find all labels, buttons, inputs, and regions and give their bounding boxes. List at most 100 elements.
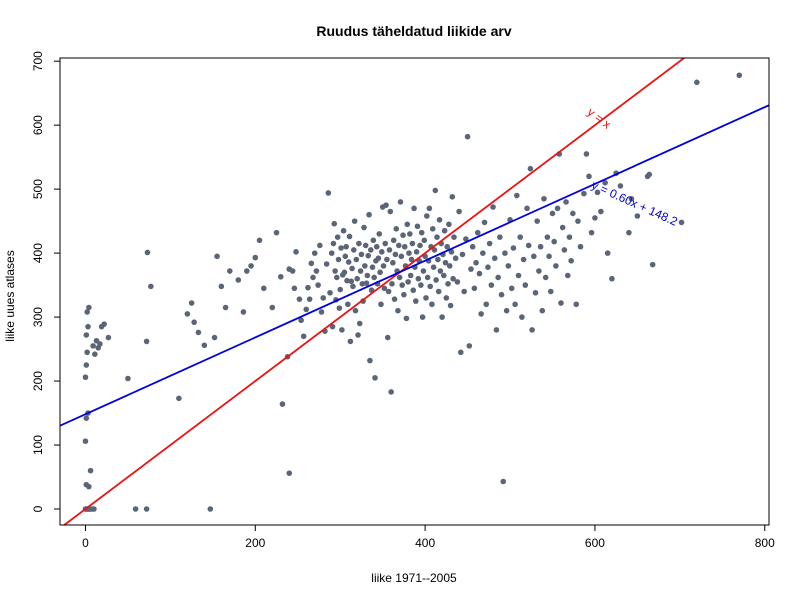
fit-lines-layer <box>60 58 769 525</box>
data-point-47 <box>227 268 233 274</box>
data-point-127 <box>366 211 372 218</box>
data-point-154 <box>389 281 395 287</box>
data-point-144 <box>380 263 387 269</box>
data-point-162 <box>395 242 402 249</box>
data-point-49 <box>240 309 247 315</box>
data-point-302 <box>583 151 590 157</box>
data-point-166 <box>399 282 405 288</box>
data-point-77 <box>318 309 325 315</box>
data-point-189 <box>418 229 425 236</box>
data-point-224 <box>448 249 455 255</box>
data-point-195 <box>424 213 430 219</box>
data-point-318 <box>649 261 656 268</box>
data-point-21 <box>86 304 92 311</box>
data-point-210 <box>436 217 443 223</box>
data-point-43 <box>211 334 218 341</box>
data-point-255 <box>498 291 505 298</box>
data-point-221 <box>446 221 452 228</box>
data-point-133 <box>371 274 377 281</box>
data-point-148 <box>384 256 390 263</box>
x-tick-label-0: 0 <box>82 536 89 550</box>
data-point-284 <box>547 288 554 295</box>
data-point-209 <box>435 288 442 295</box>
data-point-128 <box>367 357 373 364</box>
data-point-164 <box>397 199 404 205</box>
data-point-304 <box>588 229 595 236</box>
data-point-246 <box>483 301 490 308</box>
y-axis: 0 100 200 300 400 500 600 700 <box>31 51 60 512</box>
data-point-226 <box>450 275 456 282</box>
data-point-213 <box>439 314 445 320</box>
data-point-19 <box>85 323 91 330</box>
data-point-145 <box>381 285 388 292</box>
data-point-314 <box>628 195 635 202</box>
data-point-138 <box>375 255 382 262</box>
data-point-257 <box>502 250 508 256</box>
data-point-211 <box>437 268 444 274</box>
y-tick-label-4: 400 <box>31 243 45 263</box>
data-point-115 <box>356 240 362 247</box>
data-point-184 <box>414 223 421 230</box>
data-point-320 <box>694 79 700 86</box>
data-point-53 <box>256 237 263 244</box>
data-point-112 <box>353 256 360 263</box>
data-point-208 <box>435 256 441 263</box>
data-point-239 <box>471 285 478 292</box>
data-point-158 <box>392 251 399 258</box>
fit-line-1 <box>60 104 769 427</box>
data-point-218 <box>443 295 450 301</box>
data-point-267 <box>519 314 525 320</box>
data-point-202 <box>429 226 436 232</box>
data-point-256 <box>500 478 507 485</box>
data-point-229 <box>454 279 461 285</box>
data-point-231 <box>457 349 464 356</box>
data-point-300 <box>577 243 584 250</box>
fit-line-0 <box>62 58 686 525</box>
data-point-23 <box>92 351 98 357</box>
y-tick-label-0: 0 <box>31 505 45 512</box>
data-point-309 <box>604 250 611 256</box>
data-point-129 <box>367 247 374 253</box>
data-point-98 <box>341 269 348 276</box>
data-point-52 <box>252 254 259 261</box>
data-point-83 <box>328 250 335 256</box>
data-point-241 <box>474 229 481 236</box>
data-point-74 <box>313 268 320 274</box>
data-point-10 <box>86 483 92 490</box>
data-point-265 <box>515 272 522 279</box>
data-point-258 <box>503 307 510 314</box>
data-point-182 <box>412 298 419 304</box>
data-point-119 <box>359 281 366 287</box>
data-point-141 <box>378 301 384 308</box>
data-point-37 <box>207 506 214 512</box>
data-point-113 <box>354 275 360 282</box>
data-point-227 <box>451 234 457 240</box>
points-layer <box>82 72 743 512</box>
data-point-248 <box>486 240 493 247</box>
data-point-51 <box>248 263 254 269</box>
data-point-167 <box>400 232 406 238</box>
data-point-192 <box>421 237 428 244</box>
data-point-118 <box>358 251 365 258</box>
data-point-187 <box>417 242 423 249</box>
data-point-30 <box>125 375 131 382</box>
data-point-150 <box>385 288 392 295</box>
data-point-18 <box>83 332 90 338</box>
data-point-93 <box>337 286 344 293</box>
data-point-62 <box>289 268 296 274</box>
data-point-151 <box>386 247 393 253</box>
data-point-287 <box>553 263 559 269</box>
data-point-242 <box>476 270 483 277</box>
data-point-250 <box>490 204 496 210</box>
data-point-41 <box>195 329 202 336</box>
data-point-238 <box>469 243 476 250</box>
data-point-15 <box>82 374 89 381</box>
y-tick-label-7: 700 <box>31 51 45 71</box>
data-point-161 <box>395 307 401 314</box>
data-point-235 <box>464 133 471 140</box>
data-point-319 <box>678 219 685 226</box>
data-point-126 <box>365 252 372 259</box>
data-point-312 <box>617 183 624 189</box>
data-point-86 <box>331 220 338 227</box>
data-point-106 <box>348 278 355 285</box>
